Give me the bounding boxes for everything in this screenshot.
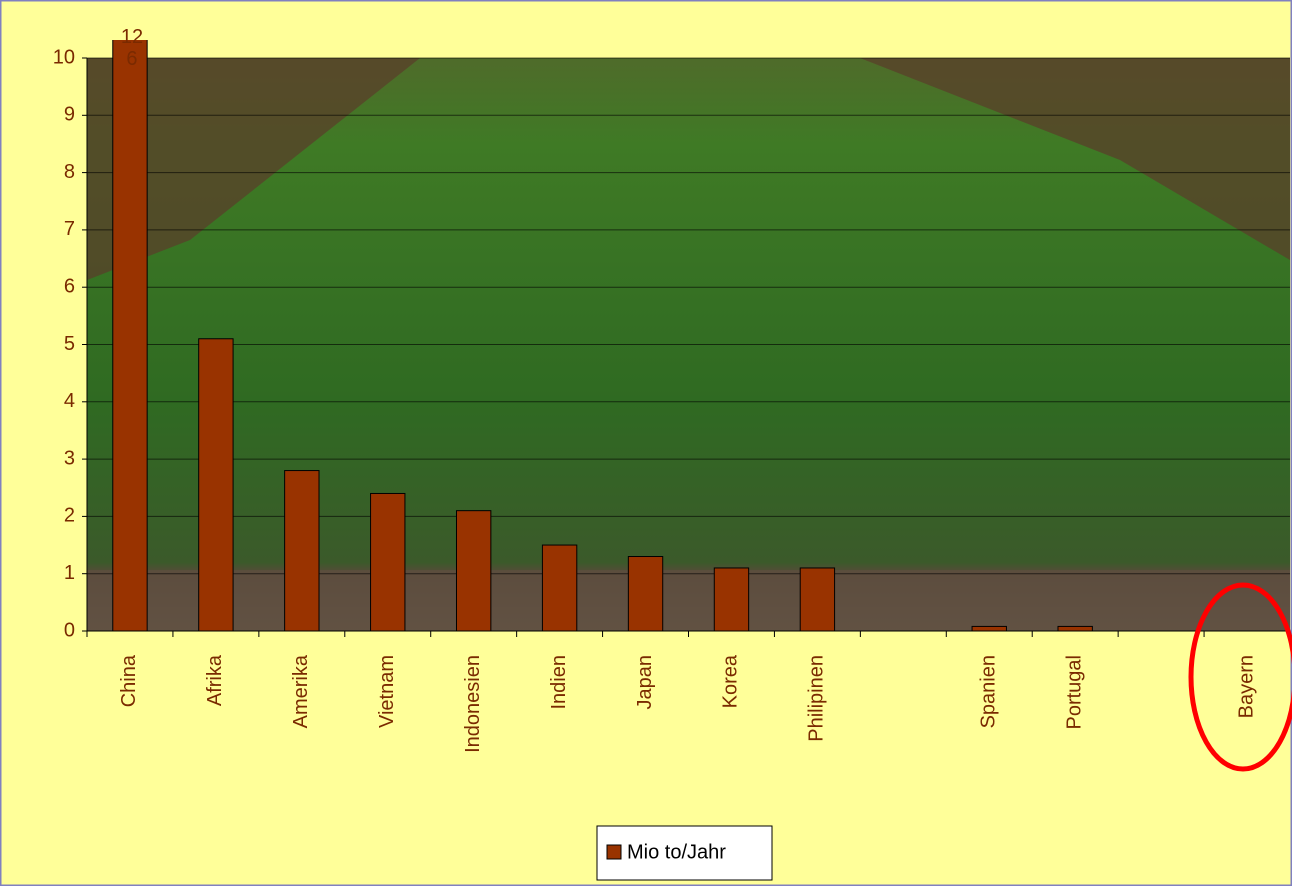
x-tick-label: Philipinen <box>806 655 828 742</box>
bar <box>799 567 836 632</box>
x-tick-label: Bayern <box>1235 655 1257 718</box>
highlight-circle <box>1188 582 1292 772</box>
y-tick-label: 3 <box>64 447 75 469</box>
bar <box>112 40 148 632</box>
legend-box <box>596 825 773 881</box>
soil-right <box>860 58 1290 260</box>
x-tick-label: Korea <box>720 654 742 708</box>
grid <box>87 57 1290 632</box>
x-tick-label: Amerika <box>290 654 312 728</box>
x-tick-label: Afrika <box>204 654 226 706</box>
y-tick-label: 2 <box>64 505 75 527</box>
bar <box>713 567 750 632</box>
bar <box>541 544 578 632</box>
bar <box>198 338 234 632</box>
x-tick-label: Japan <box>634 655 656 710</box>
value-label: 126 <box>120 26 144 70</box>
y-tick-label: 9 <box>64 104 75 126</box>
soil-left <box>87 58 420 280</box>
legend-swatch <box>606 844 622 860</box>
bar <box>627 556 664 632</box>
bar <box>1057 625 1093 632</box>
y-tick-label: 7 <box>64 218 75 240</box>
bar <box>455 510 492 632</box>
x-tick-label: Vietnam <box>376 655 398 728</box>
y-tick-label: 1 <box>64 562 75 584</box>
y-tick-label: 8 <box>64 161 75 183</box>
bar <box>370 492 406 632</box>
bar <box>971 625 1007 632</box>
x-tick-label: Indonesien <box>462 655 484 753</box>
y-tick-label: 10 <box>53 46 75 68</box>
y-tick-label: 5 <box>64 333 75 355</box>
y-tick-label: 4 <box>64 390 75 412</box>
soil-bottom <box>87 570 1290 631</box>
x-tick-label: China <box>118 654 140 707</box>
bar <box>284 470 320 632</box>
axes: 0 1 2 3 4 5 6 7 8 9 10 China Afrika Amerika Vietnam Ind… <box>53 46 1291 753</box>
x-tick-label: Portugal <box>1063 655 1085 730</box>
y-tick-label: 6 <box>64 275 75 297</box>
y-tick-label: 0 <box>64 619 75 641</box>
x-tick-label: Spanien <box>978 655 1000 728</box>
legend-label: Mio to/Jahr <box>627 841 726 863</box>
x-tick-label: Indien <box>548 655 570 710</box>
